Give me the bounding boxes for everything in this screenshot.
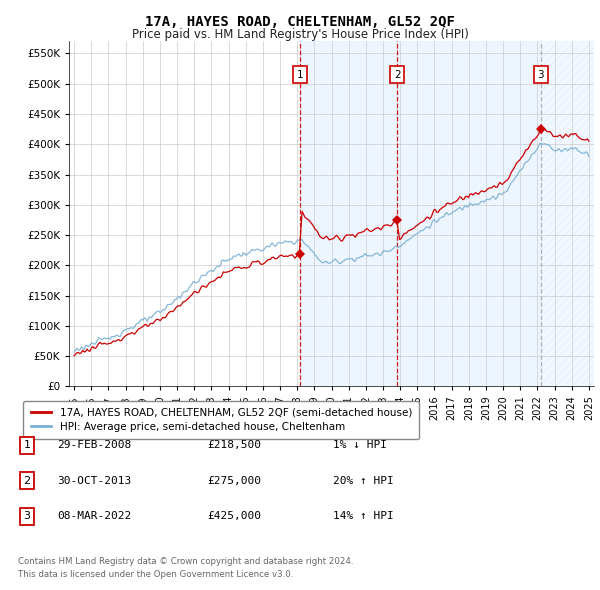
Text: 1: 1 bbox=[23, 441, 31, 450]
Text: 1% ↓ HPI: 1% ↓ HPI bbox=[333, 441, 387, 450]
Bar bbox=[300, 41, 397, 386]
Text: £275,000: £275,000 bbox=[207, 476, 261, 486]
Legend: 17A, HAYES ROAD, CHELTENHAM, GL52 2QF (semi-detached house), HPI: Average price,: 17A, HAYES ROAD, CHELTENHAM, GL52 2QF (s… bbox=[23, 401, 419, 440]
Text: 29-FEB-2008: 29-FEB-2008 bbox=[57, 441, 131, 450]
Text: 2: 2 bbox=[394, 70, 401, 80]
Text: £425,000: £425,000 bbox=[207, 512, 261, 521]
Text: 17A, HAYES ROAD, CHELTENHAM, GL52 2QF: 17A, HAYES ROAD, CHELTENHAM, GL52 2QF bbox=[145, 15, 455, 29]
Text: 14% ↑ HPI: 14% ↑ HPI bbox=[333, 512, 394, 521]
Text: 3: 3 bbox=[538, 70, 544, 80]
Text: 1: 1 bbox=[296, 70, 303, 80]
Bar bbox=[397, 41, 541, 386]
Text: 20% ↑ HPI: 20% ↑ HPI bbox=[333, 476, 394, 486]
Text: 30-OCT-2013: 30-OCT-2013 bbox=[57, 476, 131, 486]
Text: 2: 2 bbox=[23, 476, 31, 486]
Text: This data is licensed under the Open Government Licence v3.0.: This data is licensed under the Open Gov… bbox=[18, 571, 293, 579]
Text: 3: 3 bbox=[23, 512, 31, 521]
Text: Contains HM Land Registry data © Crown copyright and database right 2024.: Contains HM Land Registry data © Crown c… bbox=[18, 558, 353, 566]
Bar bbox=[541, 41, 594, 386]
Text: 08-MAR-2022: 08-MAR-2022 bbox=[57, 512, 131, 521]
Text: £218,500: £218,500 bbox=[207, 441, 261, 450]
Text: Price paid vs. HM Land Registry's House Price Index (HPI): Price paid vs. HM Land Registry's House … bbox=[131, 28, 469, 41]
